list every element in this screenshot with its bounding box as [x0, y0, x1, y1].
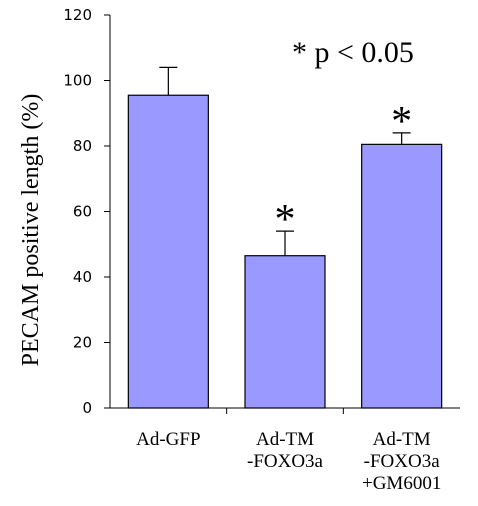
y-axis-title-group: PECAM positive length (%)	[18, 94, 44, 367]
x-tick-label-line: Ad-GFP	[136, 429, 200, 450]
significance-star: *	[391, 99, 412, 145]
y-tick-label: 0	[82, 399, 92, 417]
x-tick-label-line: Ad-TM	[373, 429, 431, 450]
bars	[127, 66, 443, 409]
x-tick-label-line: +GM6001	[362, 473, 441, 494]
y-tick-label: 20	[73, 334, 92, 352]
x-tick-label-line: -FOXO3a	[247, 451, 324, 472]
y-tick-label: 80	[73, 137, 92, 155]
x-tick-label-line: -FOXO3a	[364, 451, 441, 472]
significance-markers: **	[275, 99, 413, 243]
y-tick-label: 40	[73, 268, 92, 286]
y-ticks: 0 20 40 60 80 100 120	[63, 6, 110, 417]
y-tick-label: 100	[63, 72, 92, 90]
bar	[244, 255, 326, 409]
significance-annotation: * p < 0.05	[292, 36, 414, 69]
bar	[361, 143, 443, 409]
x-tick-label: Ad-GFP	[136, 429, 200, 450]
x-tick-label: Ad-TM -FOXO3a	[247, 429, 324, 472]
y-tick-label: 60	[73, 203, 92, 221]
y-tick-label: 120	[63, 6, 92, 24]
bar	[127, 94, 209, 409]
y-axis-title: PECAM positive length (%)	[18, 94, 44, 367]
significance-star: *	[275, 197, 296, 243]
x-tick-label-line: Ad-TM	[256, 429, 314, 450]
x-tick-label: Ad-TM -FOXO3a +GM6001	[362, 429, 441, 494]
